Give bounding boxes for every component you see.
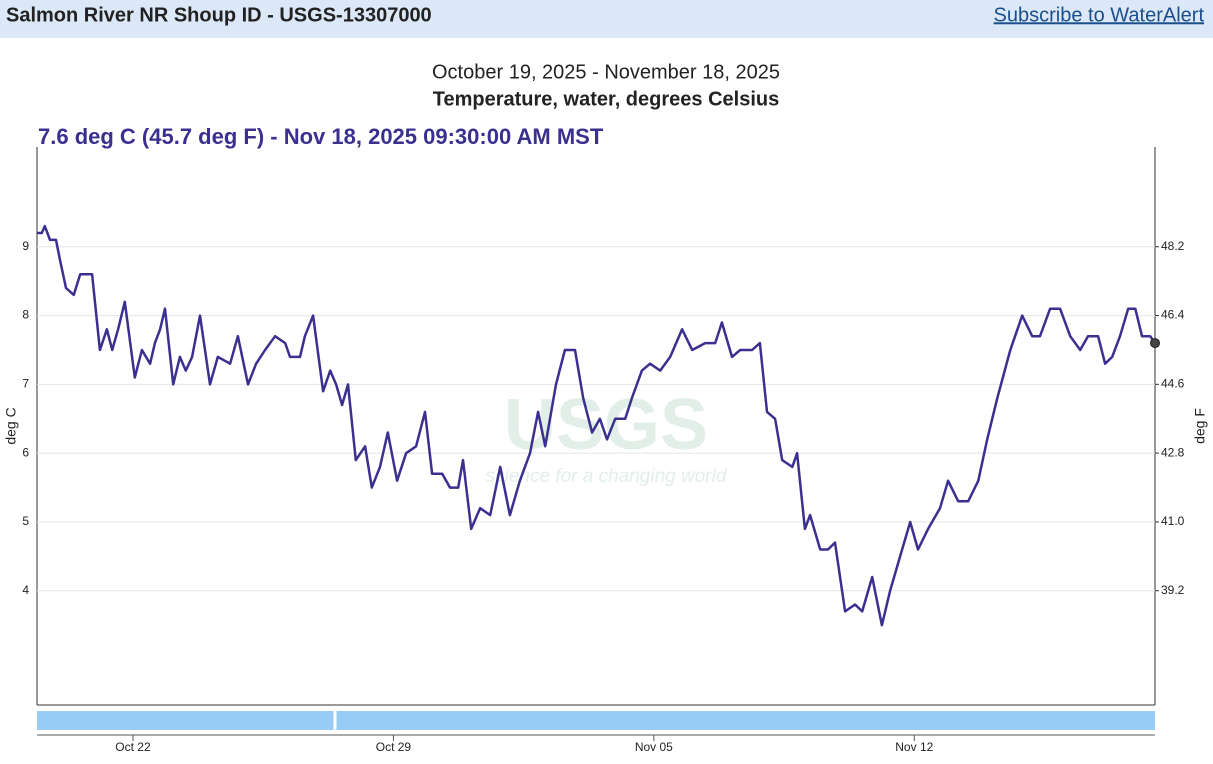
watermark-logo: USGS [504,385,708,465]
y-tick-label: 6 [22,445,29,459]
x-tick-label: Nov 12 [895,740,933,754]
y2-tick-label: 44.6 [1161,377,1185,391]
y-tick-label: 8 [22,308,29,322]
y2-tick-label: 41.0 [1161,514,1185,528]
chart-title: Temperature, water, degrees Celsius [433,88,779,110]
y-axis-label: deg C [3,407,19,444]
y2-tick-label: 39.2 [1161,583,1185,597]
x-tick-label: Oct 29 [376,740,412,754]
y2-axis-label: deg F [1192,408,1208,444]
current-value: 7.6 deg C (45.7 deg F) - Nov 18, 2025 09… [38,124,604,149]
brush-bar[interactable] [37,711,1155,730]
y-tick-label: 4 [22,583,29,597]
x-tick-label: Nov 05 [635,740,673,754]
y2-tick-label: 42.8 [1161,445,1185,459]
subscribe-link[interactable]: Subscribe to WaterAlert [994,4,1205,26]
y-tick-label: 7 [22,377,29,391]
x-tick-label: Oct 22 [115,740,151,754]
y-tick-label: 9 [22,239,29,253]
y2-tick-label: 46.4 [1161,308,1185,322]
site-title: Salmon River NR Shoup ID - USGS-13307000 [6,4,432,26]
header-bar [0,0,1213,38]
watermark-tagline: science for a changing world [486,466,728,487]
latest-point [1150,338,1160,349]
y2-tick-label: 48.2 [1161,239,1185,253]
chart-subtitle: October 19, 2025 - November 18, 2025 [432,61,780,83]
y-tick-label: 5 [22,514,29,528]
temperature-line [37,224,1157,627]
